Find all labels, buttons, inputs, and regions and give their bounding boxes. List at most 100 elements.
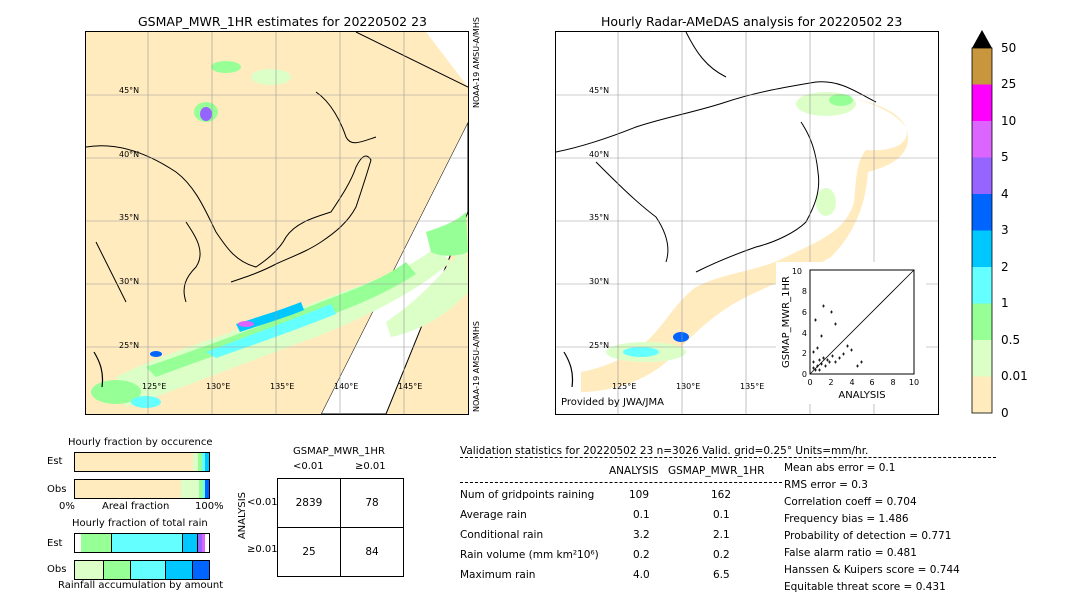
total-rain-obs-bar [74, 560, 210, 580]
validation-row-analysis: 0.2 [633, 549, 650, 561]
scatter-xlabel: ANALYSIS [838, 390, 885, 401]
left-map [85, 31, 469, 415]
cbar-label-5: 5 [1001, 150, 1009, 164]
validation-row-label: Rain volume (mm km²10⁶) [460, 549, 599, 561]
contingency-col-ge: ≥0.01 [355, 461, 386, 472]
validation-row-label: Average rain [460, 509, 527, 521]
total-rain-axis-label: Rainfall accumulation by amount [58, 580, 224, 591]
colorbar-segment [972, 340, 992, 377]
score-hk: Hanssen & Kuipers score = 0.744 [784, 564, 960, 576]
scatter-x-tick-4: 4 [849, 378, 854, 387]
scatter-x-tick-8: 8 [890, 378, 895, 387]
validation-col-analysis: ANALYSIS [609, 465, 659, 477]
colorbar-segment [972, 194, 992, 231]
validation-row-gsmap: 2.1 [713, 529, 730, 541]
total-rain-est-bar [74, 533, 210, 553]
occurrence-title: Hourly fraction by occurence [68, 437, 213, 448]
cbar-label-10: 10 [1001, 114, 1017, 128]
left-lat-35: 35°N [119, 213, 140, 222]
occurrence-est-bar [74, 452, 210, 472]
cbar-label-2: 2 [1001, 260, 1009, 274]
left-sat-label-bottom: NOAA-19 AMSU-A/MHS [472, 321, 481, 412]
contingency-cell: 78 [340, 478, 404, 528]
cbar-label-25: 25 [1001, 77, 1017, 91]
validation-row-gsmap: 162 [711, 489, 732, 501]
contingency-row-lt: <0.01 [247, 497, 278, 508]
total-rain-title: Hourly fraction of total rain [72, 518, 208, 529]
contingency-cell: 2839 [277, 478, 341, 528]
cbar-label-0-5: 0.5 [1001, 333, 1021, 347]
colorbar [966, 28, 1006, 416]
occurrence-axis-right: 100% [195, 501, 224, 512]
contingency-cell: 25 [277, 527, 341, 577]
validation-subdivider [460, 482, 782, 483]
cbar-label-1: 1 [1001, 296, 1009, 310]
colorbar-segment [972, 84, 992, 121]
colorbar-graphic [971, 30, 993, 414]
score-ets: Equitable threat score = 0.431 [784, 581, 946, 593]
scatter-top-tick: 10 [792, 267, 802, 276]
scatter-y-tick-2: 2 [802, 349, 807, 358]
cbar-label-0: 0 [1001, 406, 1009, 420]
validation-header: Validation statistics for 20220502 23 n=… [460, 445, 869, 457]
right-lat-35: 35°N [589, 213, 610, 222]
occurrence-est-label: Est [47, 456, 63, 467]
colorbar-segment [972, 376, 992, 413]
occurrence-obs-bar [74, 479, 210, 499]
scatter-y-tick-6: 6 [802, 308, 807, 317]
left-lon-135: 135°E [270, 382, 295, 391]
right-lon-135: 135°E [740, 382, 765, 391]
scatter-x-tick-10: 10 [909, 378, 919, 387]
colorbar-segment [972, 267, 992, 304]
left-lon-145: 145°E [398, 382, 423, 391]
score-freq-bias: Frequency bias = 1.486 [784, 513, 909, 525]
total-rain-obs-label: Obs [47, 564, 67, 575]
total-rain-est-label: Est [47, 538, 63, 549]
left-lon-130: 130°E [206, 382, 231, 391]
scatter-x-tick-6: 6 [869, 378, 874, 387]
score-pod: Probability of detection = 0.771 [784, 530, 952, 542]
score-rmse: RMS error = 0.3 [784, 479, 868, 491]
validation-row-analysis: 3.2 [633, 529, 650, 541]
right-lat-25: 25°N [589, 341, 610, 350]
contingency-title: GSMAP_MWR_1HR [293, 446, 385, 457]
scatter-x-tick-0: 0 [807, 378, 812, 387]
right-lat-45: 45°N [589, 86, 610, 95]
left-lon-140: 140°E [334, 382, 359, 391]
contingency-table: 2839 78 25 84 [277, 478, 404, 577]
validation-row-label: Maximum rain [460, 569, 536, 581]
validation-row-gsmap: 6.5 [713, 569, 730, 581]
cbar-label-3: 3 [1001, 223, 1009, 237]
score-mae: Mean abs error = 0.1 [784, 462, 896, 474]
left-lat-25: 25°N [119, 341, 140, 350]
validation-row-label: Conditional rain [460, 529, 544, 541]
left-lat-45: 45°N [119, 86, 140, 95]
validation-row-label: Num of gridpoints raining [460, 489, 595, 501]
contingency-col-lt: <0.01 [293, 461, 324, 472]
left-sat-label-top: NOAA-19 AMSU-A/MHS [472, 17, 481, 108]
left-map-title: GSMAP_MWR_1HR estimates for 20220502 23 [138, 14, 427, 29]
right-lon-130: 130°E [676, 382, 701, 391]
scatter-y-tick-8: 8 [802, 287, 807, 296]
occurrence-axis-left: 0% [59, 501, 75, 512]
contingency-row-ge: ≥0.01 [247, 544, 278, 555]
colorbar-segment [972, 230, 992, 267]
validation-col-gsmap: GSMAP_MWR_1HR [668, 465, 765, 477]
scatter-y-tick-4: 4 [802, 329, 807, 338]
validation-row-analysis: 109 [629, 489, 650, 501]
scatter-plot: 10 0 2 4 6 8 0 2 4 6 8 10 ANALYSIS GSMAP… [781, 267, 919, 401]
cbar-label-4: 4 [1001, 187, 1009, 201]
right-lat-30: 30°N [589, 277, 610, 286]
right-lat-40: 40°N [589, 150, 610, 159]
score-far: False alarm ratio = 0.481 [784, 547, 917, 559]
score-corr: Correlation coeff = 0.704 [784, 496, 917, 508]
right-lon-125: 125°E [612, 382, 637, 391]
validation-row-gsmap: 0.1 [713, 509, 730, 521]
left-lat-30: 30°N [119, 277, 140, 286]
colorbar-segment [972, 157, 992, 194]
cbar-label-0-01: 0.01 [1001, 369, 1028, 383]
colorbar-segment [972, 121, 992, 158]
scatter-inset: 10 0 2 4 6 8 0 2 4 6 8 10 ANALYSIS GSMAP… [776, 262, 926, 404]
occurrence-axis-mid: Areal fraction [102, 501, 170, 512]
right-map-title: Hourly Radar-AMeDAS analysis for 2022050… [601, 14, 903, 29]
